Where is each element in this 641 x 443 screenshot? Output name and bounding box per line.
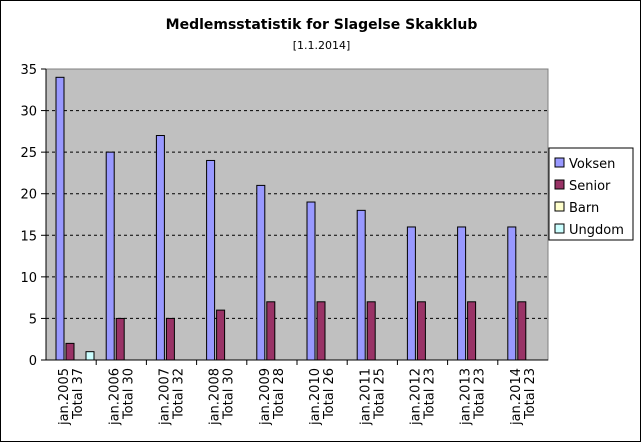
x-category-label: jan.2012 Total 23: [409, 368, 438, 426]
x-category-label: jan.2007 Total 32: [158, 368, 187, 426]
bar-ungdom: [85, 351, 95, 361]
y-tick-label: 5: [29, 312, 37, 327]
y-tick-label: 30: [20, 105, 37, 120]
legend-swatch-barn: [554, 201, 565, 212]
x-tick-label: Total 28: [272, 368, 287, 420]
y-tick-label: 15: [20, 229, 37, 244]
bar-senior: [115, 317, 125, 361]
chart-subtitle: [1.1.2014]: [292, 39, 351, 52]
legend-label-senior: Senior: [569, 179, 611, 194]
bar-voksen: [256, 184, 266, 361]
x-tick-label: Total 30: [121, 368, 136, 420]
x-category-label: jan.2005 Total 37: [57, 368, 86, 426]
bar-senior: [416, 301, 426, 361]
bar-voksen: [55, 76, 65, 361]
bar-senior: [65, 342, 75, 361]
x-category-label: jan.2006 Total 30: [107, 368, 136, 426]
legend-swatch-senior: [554, 179, 565, 190]
y-tick-label: 0: [29, 354, 37, 369]
x-tick-label: Total 37: [71, 368, 86, 420]
bar-voksen: [507, 226, 517, 361]
bar-voksen: [406, 226, 416, 361]
x-tick-label: jan.2009: [258, 368, 273, 426]
x-category-label: jan.2014 Total 23: [509, 368, 538, 426]
x-tick-label: jan.2005: [57, 368, 72, 426]
bar-senior: [165, 317, 175, 361]
x-tick-label: jan.2014: [509, 368, 524, 426]
x-tick-label: jan.2011: [358, 368, 373, 426]
x-tick-label: jan.2007: [158, 368, 173, 426]
bar-voksen: [105, 151, 115, 361]
x-tick-label: jan.2012: [409, 368, 424, 426]
x-tick-label: Total 23: [523, 368, 538, 420]
bar-voksen: [206, 159, 216, 361]
y-tick-label: 35: [20, 63, 37, 78]
x-tick-label: jan.2006: [107, 368, 122, 426]
bar-voksen: [356, 209, 366, 361]
x-tick-label: jan.2013: [459, 368, 474, 426]
legend-label-barn: Barn: [569, 201, 599, 216]
y-tick-label: 10: [20, 271, 37, 286]
legend-swatch-voksen: [554, 157, 565, 168]
y-tick-label: 20: [20, 188, 37, 203]
x-tick-label: jan.2010: [308, 368, 323, 426]
x-tick-label: Total 32: [172, 368, 187, 420]
x-tick-label: Total 23: [423, 368, 438, 420]
x-category-label: jan.2008 Total 30: [208, 368, 237, 426]
bar-senior: [467, 301, 477, 361]
bar-voksen: [155, 135, 165, 361]
x-tick-label: Total 23: [473, 368, 488, 420]
legend-label-ungdom: Ungdom: [569, 223, 624, 238]
x-tick-label: Total 30: [222, 368, 237, 420]
bar-voksen: [457, 226, 467, 361]
y-tick-label: 25: [20, 146, 37, 161]
x-category-label: jan.2011 Total 25: [358, 368, 387, 426]
x-tick-label: jan.2008: [208, 368, 223, 426]
x-tick-label: Total 25: [372, 368, 387, 420]
bar-voksen: [306, 201, 316, 361]
bar-senior: [266, 301, 276, 361]
legend-label-voksen: Voksen: [569, 157, 615, 172]
x-category-label: jan.2013 Total 23: [459, 368, 488, 426]
x-category-label: jan.2010 Total 26: [308, 368, 337, 426]
chart-title: Medlemsstatistik for Slagelse Skakklub: [165, 17, 478, 33]
bar-senior: [517, 301, 527, 361]
x-tick-label: Total 26: [322, 368, 337, 420]
legend-swatch-ungdom: [554, 223, 565, 234]
x-category-label: jan.2009 Total 28: [258, 368, 287, 426]
bar-senior: [316, 301, 326, 361]
bar-senior: [216, 309, 226, 361]
bar-senior: [366, 301, 376, 361]
